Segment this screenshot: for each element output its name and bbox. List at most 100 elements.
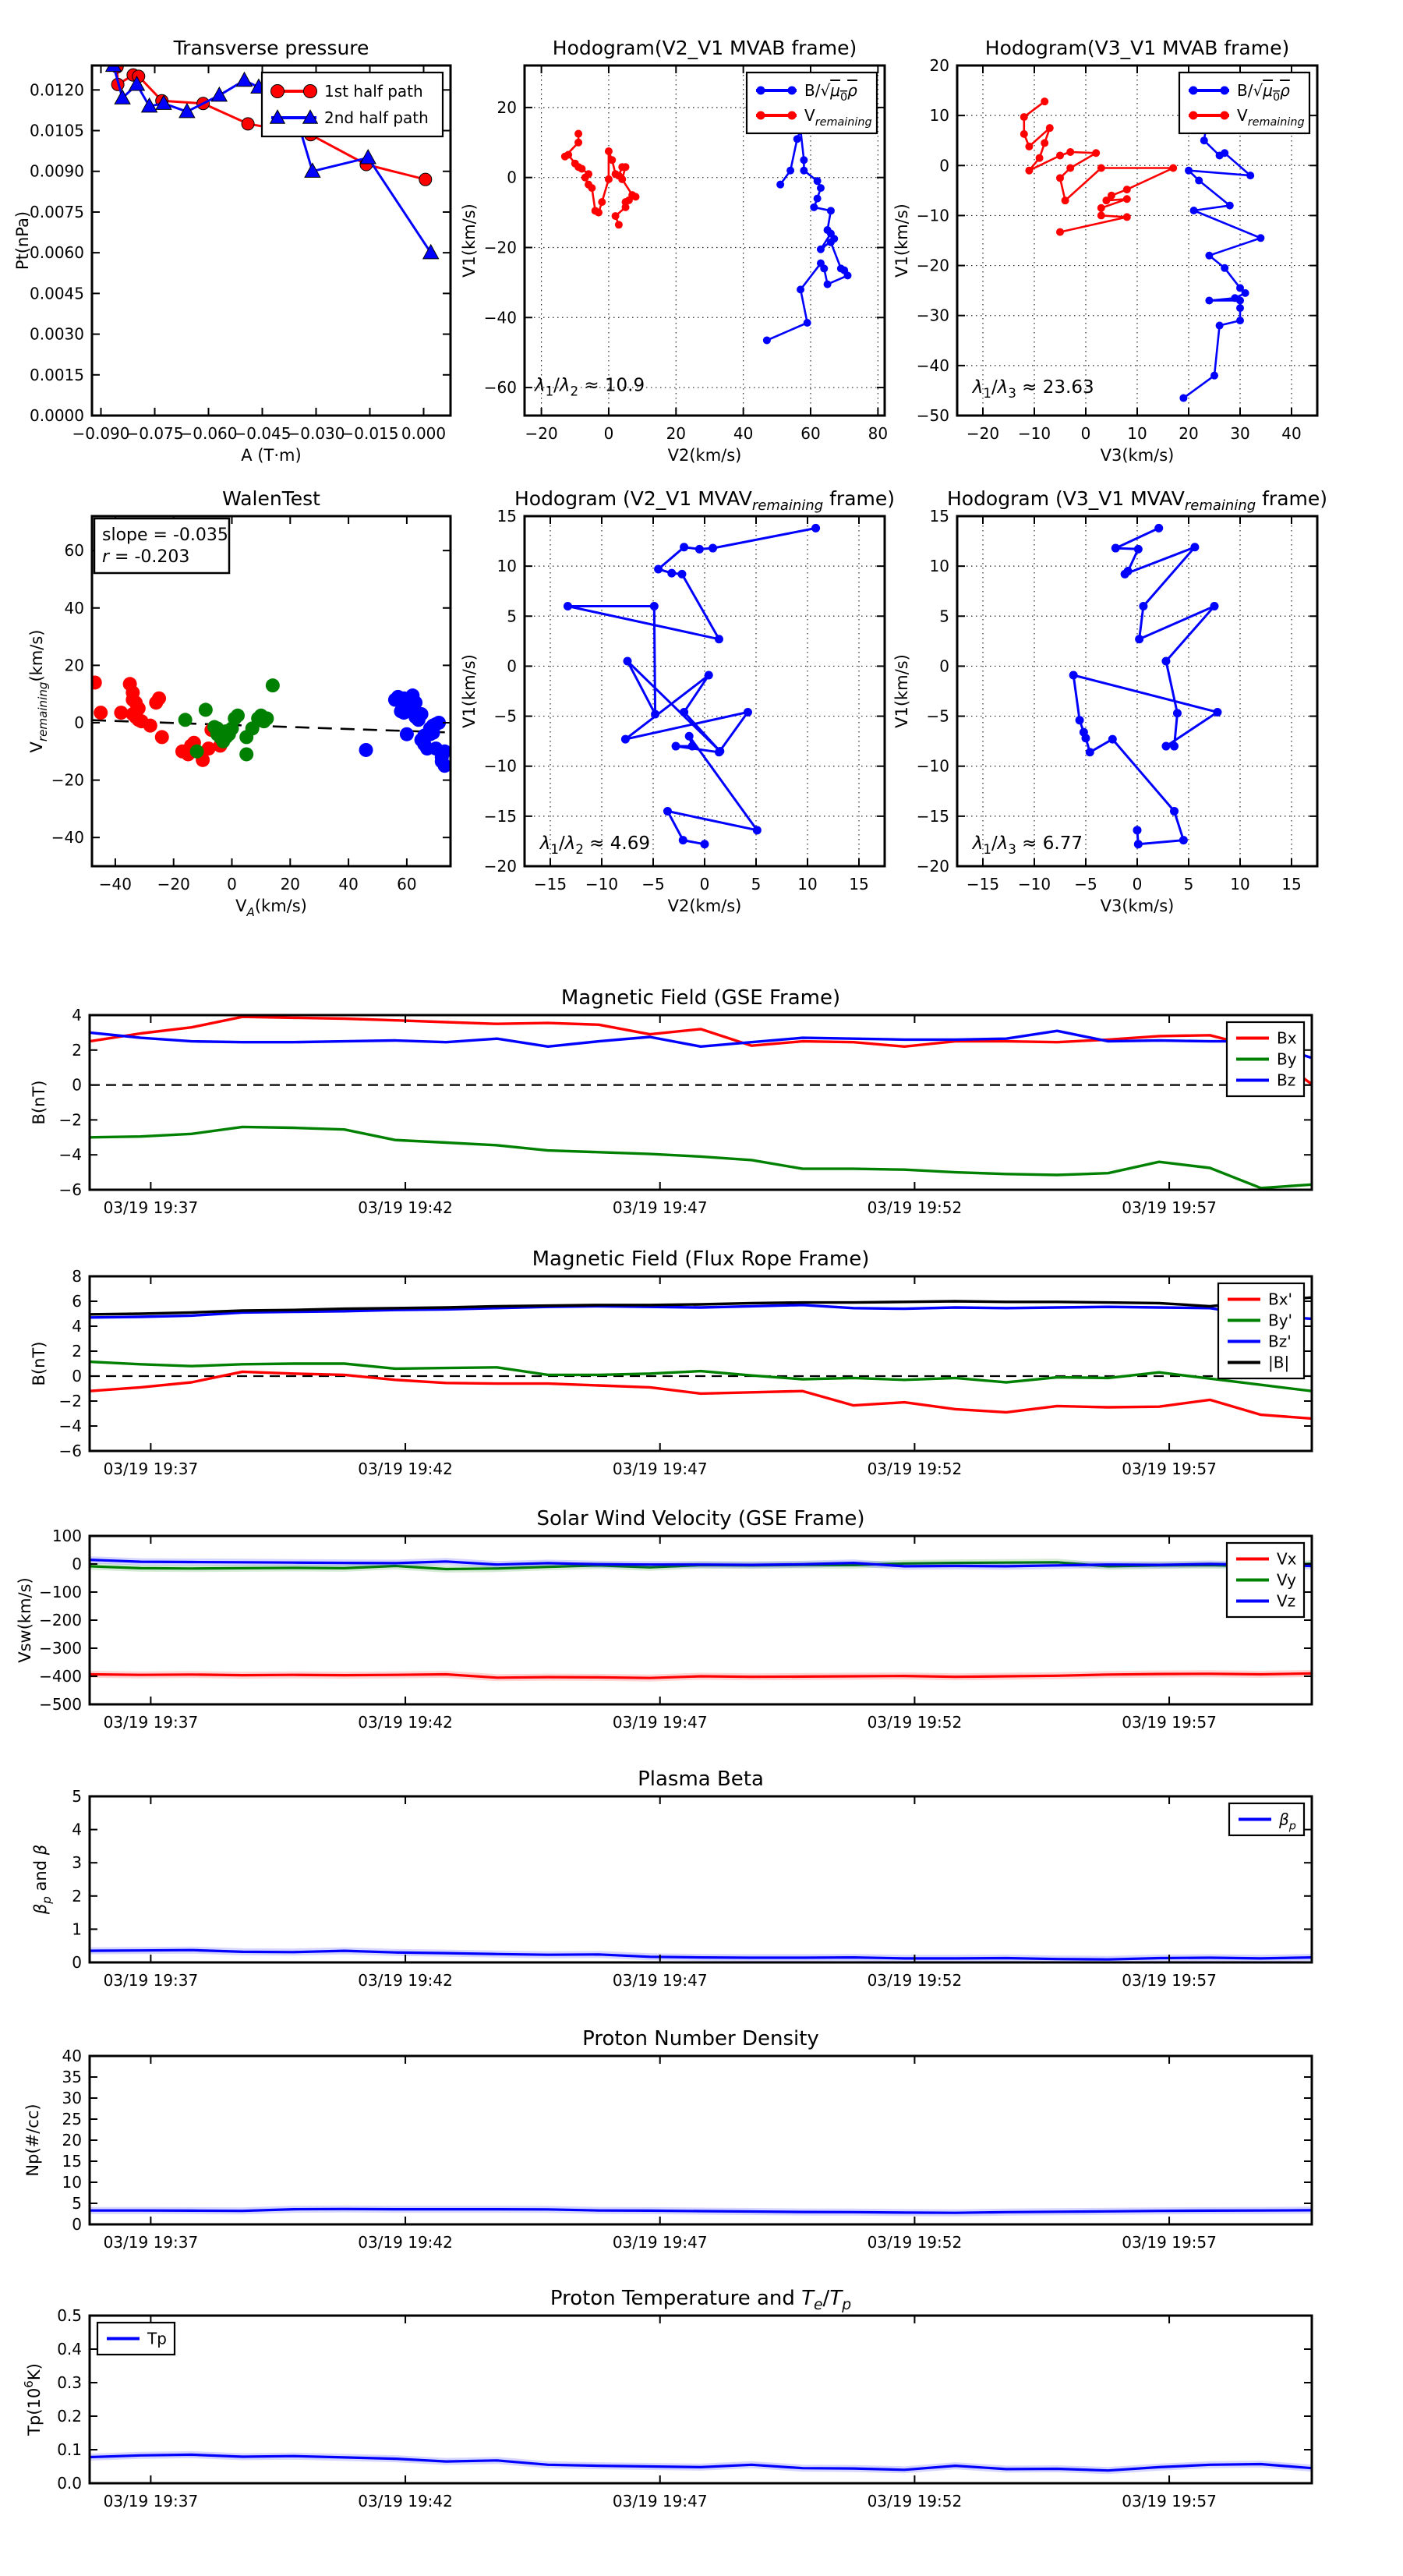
plot-frame — [88, 1795, 1313, 1964]
x-tick-label: 20 — [666, 424, 686, 443]
x-tick-label: 15 — [849, 875, 868, 893]
marker — [359, 148, 376, 165]
x-tick-label: 30 — [1230, 424, 1249, 443]
y-tick-label: 20 — [62, 2131, 82, 2150]
marker — [621, 203, 630, 211]
y-tick-label: −20 — [51, 771, 84, 790]
y-tick-label: −10 — [917, 206, 949, 225]
x-tick-label: 60 — [800, 424, 820, 443]
y-tick-label: −20 — [917, 857, 949, 876]
y-axis-label: V1(km/s) — [460, 203, 479, 278]
marker — [680, 543, 689, 552]
series-Bz — [90, 1029, 1312, 1060]
y-tick-label: −2 — [59, 1392, 82, 1410]
x-tick-label: 03/19 19:42 — [358, 2492, 453, 2511]
x-tick-label: −10 — [585, 875, 618, 893]
stats-line: slope = -0.035 — [102, 525, 228, 545]
marker — [1236, 296, 1244, 305]
plot-frame — [88, 2314, 1313, 2485]
marker — [1179, 394, 1188, 402]
marker — [816, 245, 825, 253]
chart-title: Magnetic Field (Flux Rope Frame) — [532, 1247, 870, 1271]
y-tick-label: −10 — [484, 757, 517, 776]
legend-label: B/√μ0ρ — [1237, 81, 1290, 104]
x-tick-label: −0.090 — [72, 424, 129, 443]
y-tick-label: −4 — [59, 1417, 82, 1435]
y-axis-label: B(nT) — [30, 1081, 48, 1125]
marker — [1210, 371, 1218, 380]
y-tick-label: −20 — [484, 857, 517, 876]
x-tick-label: 0.000 — [401, 424, 446, 443]
marker — [302, 109, 319, 124]
marker — [239, 747, 254, 762]
legend-label: 1st half path — [324, 82, 423, 101]
marker — [793, 135, 801, 143]
y-axis-label: V1(km/s) — [892, 203, 911, 278]
y-tick-label: 0 — [939, 656, 949, 675]
x-tick-label: 03/19 19:37 — [104, 1713, 199, 1732]
legend-label: βp — [1278, 1810, 1296, 1833]
marker — [1111, 543, 1120, 553]
marker — [1056, 151, 1064, 160]
x-tick-label: 03/19 19:42 — [358, 1713, 453, 1732]
plot-frame — [90, 64, 452, 417]
marker — [578, 165, 586, 173]
marker — [303, 84, 317, 98]
y-tick-label: −20 — [917, 257, 949, 275]
y-tick-label: −30 — [917, 306, 949, 325]
marker — [128, 75, 146, 91]
marker — [1025, 166, 1034, 175]
y-tick-label: 5 — [507, 607, 517, 625]
y-tick-label: 15 — [930, 507, 949, 525]
marker — [684, 731, 694, 741]
y-tick-label: 6 — [72, 1292, 82, 1311]
y-tick-label: 35 — [62, 2068, 82, 2086]
marker — [201, 741, 216, 756]
y-tick-label: 20 — [930, 56, 949, 75]
y-tick-label: 0.0045 — [30, 284, 84, 303]
x-tick-label: −15 — [967, 875, 999, 893]
y-axis-label: V1(km/s) — [892, 654, 911, 728]
marker — [1220, 86, 1229, 95]
y-tick-label: 0.0015 — [30, 366, 84, 384]
chart-hodogram-v3v1-mvav: −15 −10 −5 0 5 10 15−20−15−10−5051015Hodogram … — [892, 487, 1327, 915]
marker — [677, 569, 687, 579]
legend: Bx' By' Bz' |B| — [1217, 1282, 1306, 1380]
legend-label: By — [1277, 1050, 1297, 1069]
marker — [210, 86, 228, 102]
marker — [803, 319, 811, 327]
chart-title: Plasma Beta — [638, 1767, 764, 1791]
marker — [265, 678, 280, 693]
chart-title: Hodogram (V2_V1 MVAVremaining frame) — [514, 487, 895, 514]
y-tick-label: 0 — [939, 156, 949, 175]
x-tick-label: 03/19 19:47 — [613, 1713, 708, 1732]
series-markers-scatter-center — [178, 678, 280, 762]
marker — [359, 742, 373, 757]
chart-proton-number-density: 03/19 19:37 03/19 19:42 03/19 19:47 03/19 1… — [23, 2027, 1313, 2252]
marker — [700, 840, 709, 849]
series-Bz-prime — [90, 1304, 1312, 1321]
marker — [437, 759, 451, 773]
x-tick-label: 03/19 19:37 — [104, 2233, 199, 2252]
y-tick-label: −5 — [927, 707, 949, 726]
marker — [1108, 734, 1117, 744]
marker — [651, 709, 660, 719]
x-axis-label: V2(km/s) — [668, 446, 742, 465]
marker — [667, 568, 677, 578]
x-tick-label: 40 — [733, 424, 753, 443]
x-tick-label: 10 — [1230, 875, 1249, 893]
marker — [594, 208, 603, 217]
marker — [1133, 544, 1143, 554]
plot-frame — [88, 1275, 1313, 1453]
marker — [1097, 164, 1105, 172]
y-axis-label: Tp(106K) — [22, 2363, 44, 2436]
marker — [1179, 836, 1188, 845]
chart-title: Solar Wind Velocity (GSE Frame) — [536, 1507, 864, 1530]
y-tick-label: 15 — [62, 2152, 82, 2171]
y-tick-label: 15 — [497, 507, 517, 525]
y-tick-label: 4 — [72, 1821, 82, 1839]
y-tick-label: −60 — [484, 378, 517, 397]
marker — [1205, 251, 1214, 260]
ticks: −15 −10 −5 0 5 10 15 −20 −15 −10 −5 0 5 10 15 — [484, 507, 885, 893]
y-tick-label: 2 — [72, 1887, 82, 1905]
